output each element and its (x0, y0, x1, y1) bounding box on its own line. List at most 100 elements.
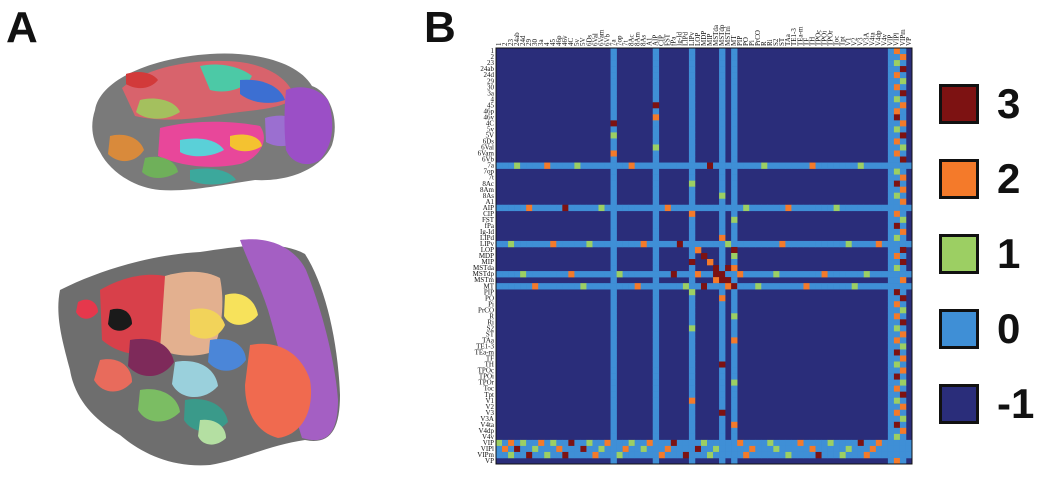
matrix-cell (857, 283, 865, 290)
matrix-cell (610, 319, 617, 326)
matrix-cell (899, 246, 907, 254)
matrix-cell (821, 271, 828, 278)
matrix-cell (725, 439, 732, 447)
matrix-col-label: TPOi (820, 31, 828, 46)
matrix-cell (899, 144, 907, 151)
matrix-cell (574, 439, 581, 447)
matrix-cell (899, 409, 907, 417)
matrix-cell (725, 162, 732, 169)
matrix-cell (809, 204, 816, 212)
matrix-cell (688, 174, 696, 181)
matrix-col-label: 24ab (513, 32, 521, 46)
matrix-cell (731, 210, 738, 218)
legend-item-0: 0 (935, 305, 1050, 355)
matrix-cell (502, 204, 509, 212)
matrix-cell (731, 361, 738, 368)
matrix-cell (688, 283, 696, 290)
matrix-cell (731, 409, 738, 417)
matrix-cell (610, 72, 617, 79)
matrix-cell (574, 204, 581, 212)
matrix-cell (887, 385, 895, 392)
matrix-cell (652, 132, 660, 139)
matrix-cell (544, 271, 551, 278)
matrix-cell (592, 271, 599, 278)
matrix-cell (887, 277, 895, 284)
matrix-cell (899, 301, 907, 308)
matrix-cell (905, 162, 913, 169)
matrix-cell (899, 259, 907, 266)
matrix-cell (700, 445, 708, 453)
matrix-cell (899, 174, 907, 181)
matrix-cell (899, 265, 907, 272)
matrix-row-label: 1 (491, 47, 495, 55)
matrix-cell (610, 252, 617, 260)
matrix-cell (887, 90, 895, 97)
matrix-cell (610, 54, 617, 61)
matrix-cell (761, 439, 768, 447)
matrix-cell (700, 162, 708, 169)
matrix-cell (887, 102, 895, 109)
matrix-cell (688, 84, 696, 91)
matrix-cell (725, 451, 732, 459)
matrix-col-label: PO (742, 37, 750, 46)
matrix-cell (622, 445, 629, 453)
matrix-cell (700, 252, 708, 260)
matrix-row-label: MSTm (474, 276, 494, 284)
matrix-cell (652, 96, 660, 103)
matrix-cell (719, 180, 726, 187)
matrix-cell (610, 433, 617, 441)
matrix-cell (688, 186, 696, 193)
matrix-cell (875, 439, 883, 447)
matrix-cell (688, 78, 696, 85)
matrix-col-label: fPa (670, 36, 678, 46)
matrix-cell (749, 204, 756, 212)
matrix-cell (719, 415, 726, 423)
matrix-cell (821, 439, 828, 447)
matrix-col-label: 1 (495, 42, 503, 46)
matrix-col-label: Toc (832, 36, 840, 46)
matrix-cell (719, 60, 726, 67)
matrix-cell (652, 379, 660, 386)
matrix-cell (731, 222, 738, 230)
matrix-cell (827, 162, 834, 169)
matrix-cell (881, 451, 889, 459)
matrix-cell (719, 337, 726, 344)
matrix-cell (640, 271, 648, 278)
matrix-cell (526, 445, 533, 453)
matrix-cell (682, 283, 690, 290)
matrix-cell (496, 162, 503, 169)
matrix-cell (604, 439, 611, 447)
matrix-cell (761, 204, 768, 212)
matrix-cell (719, 427, 726, 435)
matrix-cell (670, 204, 678, 212)
matrix-cell (719, 132, 726, 139)
matrix-cell (773, 439, 780, 447)
matrix-cell (887, 265, 895, 272)
legend-swatch-0 (939, 309, 979, 349)
matrix-cell (628, 283, 635, 290)
matrix-cell (514, 271, 521, 278)
matrix-cell (899, 271, 907, 278)
matrix-col-label: Pi (748, 40, 756, 46)
matrix-cell (502, 283, 509, 290)
matrix-cell (508, 445, 515, 453)
matrix-row-label: 45 (487, 101, 495, 109)
matrix-cell (731, 373, 738, 380)
matrix-cell (652, 120, 660, 127)
matrix-cell (610, 427, 617, 435)
matrix-cell (586, 204, 593, 212)
matrix-col-label: MDP (700, 31, 708, 46)
matrix-col-label: 6Val (591, 33, 599, 46)
matrix-cell (893, 72, 901, 79)
matrix-frame (495, 47, 913, 465)
matrix-cell (634, 451, 641, 459)
matrix-cell (839, 271, 846, 278)
matrix-cell (586, 451, 593, 459)
matrix-cell (815, 439, 822, 447)
matrix-cell (580, 439, 587, 447)
matrix-cell (520, 451, 527, 459)
matrix-cell (863, 451, 871, 459)
matrix-cell (779, 204, 786, 212)
matrix-cell (538, 439, 545, 447)
matrix-cell (737, 204, 744, 212)
